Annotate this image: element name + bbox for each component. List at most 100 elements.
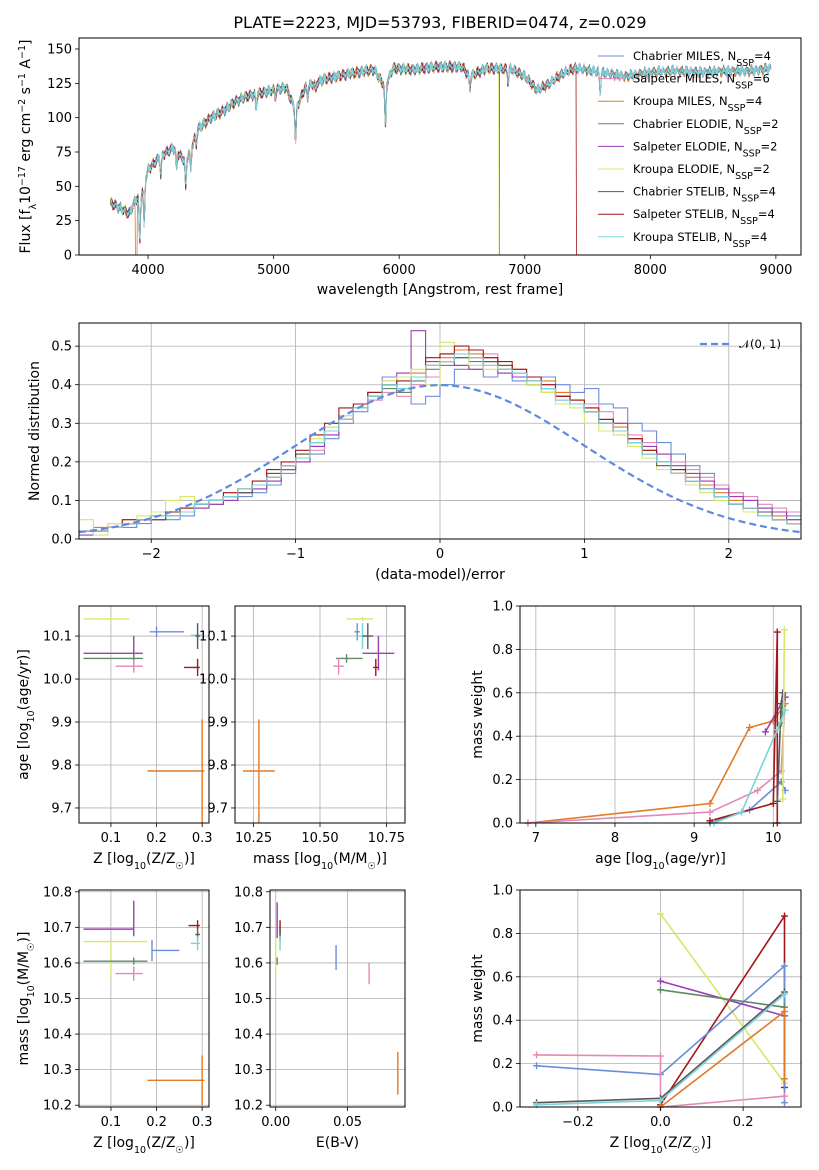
legend-entry: Kroupa ELODIE, NSSP=2 [633, 162, 770, 182]
spectrum-xtick-label: 4000 [132, 263, 165, 278]
mass-vs-ebv-ytick-label: 10.6 [234, 956, 263, 971]
mass-vs-z-xtick-label: 0.3 [192, 1115, 213, 1130]
residuals-xtick-label: −2 [142, 547, 161, 562]
spectrum-frame [78, 37, 802, 256]
legend-entry: Salpeter ELODIE, NSSP=2 [633, 139, 777, 159]
spectrum-xlabel: wavelength [Angstrom, rest frame] [317, 282, 563, 298]
normal-legend-label: 𝒩(0, 1) [739, 337, 781, 351]
massweight-vs-z-xtick-label: −0.2 [562, 1115, 594, 1130]
age-vs-z-panel: 0.1 0.2 0.3 9.7 9.8 9.9 10.0 10.1 Z [log10(Z/Z☉)… [16, 605, 213, 872]
mass-vs-z-ylabel: mass [log10(M/M☉)] [16, 932, 37, 1066]
mass-vs-z-xlabel: Z [log10(Z/Z☉)] [93, 1135, 195, 1156]
age-vs-mass-ytick-label: 9.7 [207, 801, 228, 816]
age-vs-z-ytick-label: 10.1 [43, 630, 72, 645]
age-vs-z-point-chabrier-miles [149, 626, 184, 637]
massweight-vs-z-ytick-label: 0.4 [492, 1014, 513, 1029]
massweight-vs-age-xtick-label: 8 [611, 831, 619, 846]
age-vs-z-xtick-label: 0.2 [146, 831, 167, 846]
legend-entry: Chabrier MILES, NSSP=4 [633, 49, 771, 69]
spectrum-legend: Chabrier MILES, NSSP=4 Salpeter MILES, NS… [598, 49, 779, 249]
massweight-vs-age-ytick-label: 0.8 [492, 643, 513, 658]
massweight-vs-z-series-kroupa-miles [657, 1008, 788, 1111]
age-vs-z-ylabel: age [log10(age/yr)] [16, 649, 37, 780]
mass-vs-ebv-xlabel: E(B-V) [316, 1135, 359, 1151]
mass-vs-ebv-xtick-label: 0.00 [261, 1115, 290, 1130]
massweight-vs-z-xtick-label: 0.0 [650, 1115, 671, 1130]
age-vs-z-point-salpeter-stelib [183, 658, 200, 677]
mass-vs-ebv-xtick-label: 0.05 [333, 1115, 362, 1130]
massweight-vs-age-xtick-label: 10 [765, 831, 782, 846]
residuals-ytick-label: 0.2 [51, 455, 72, 470]
spectrum-ytick-label: 75 [55, 145, 72, 160]
massweight-vs-age-xtick-label: 7 [532, 831, 540, 846]
residuals-ytick-label: 0.5 [51, 340, 72, 355]
age-vs-mass-xtick-label: 10.75 [368, 831, 405, 846]
massweight-vs-z-ylabel: mass weight [470, 954, 486, 1043]
age-vs-mass-point-chabrier-miles [354, 623, 360, 641]
massweight-vs-age-ytick-label: 0.4 [492, 730, 513, 745]
spectrum-series-kroupa-stelib [110, 60, 772, 240]
mass-vs-z-ytick-label: 10.4 [43, 1028, 72, 1043]
massweight-vs-age-xlabel: age [log10(age/yr)] [595, 851, 726, 872]
spectrum-ylabel: Flux [fλ10−17 erg cm−2 s−1 A−1] [17, 39, 39, 253]
age-vs-mass-ytick-label: 10.1 [199, 630, 228, 645]
age-vs-mass-point-kroupa-elodie [346, 616, 374, 622]
residuals-ytick-label: 0.0 [51, 533, 72, 548]
figure-title: PLATE=2223, MJD=53793, FIBERID=0474, z=0… [233, 13, 646, 32]
age-vs-mass-point-salpeter-stelib [373, 658, 379, 677]
age-vs-mass-panel: 10.25 10.50 10.75 9.7 9.8 9.9 10.0 10.1 mass [lo… [199, 605, 406, 872]
spectrum-ytick-label: 100 [47, 111, 72, 126]
age-vs-mass-ytick-label: 9.8 [207, 758, 228, 773]
massweight-vs-z-ytick-label: 1.0 [492, 884, 513, 899]
spectrum-xtick-label: 5000 [257, 263, 290, 278]
mass-vs-ebv-ytick-label: 10.2 [234, 1099, 263, 1114]
mass-vs-ebv-ytick-label: 10.7 [234, 921, 263, 936]
mass-vs-z-point-salpeter-miles [115, 966, 143, 981]
mass-vs-z-xtick-label: 0.2 [146, 1115, 167, 1130]
mass-vs-ebv-ytick-label: 10.8 [234, 885, 263, 900]
age-vs-mass-point-chabrier-stelib [362, 623, 374, 649]
massweight-vs-age-ytick-label: 0.0 [492, 817, 513, 832]
age-vs-mass-ytick-label: 10.0 [199, 673, 228, 688]
mass-vs-ebv-ytick-label: 10.5 [234, 992, 263, 1007]
age-vs-z-xtick-label: 0.1 [101, 831, 122, 846]
massweight-vs-age-panel: 7 8 9 10 0.0 0.2 0.4 0.6 0.8 1.0 age [log10(age/yr… [470, 600, 802, 872]
age-vs-z-xlabel: Z [log10(Z/Z☉)] [93, 851, 195, 872]
mass-vs-z-panel: 0.1 0.2 0.3 10.2 10.3 10.4 10.5 10.6 10.7 10.8 Z [… [16, 885, 213, 1155]
massweight-vs-z-xtick-label: 0.2 [733, 1115, 754, 1130]
mass-vs-z-ytick-label: 10.3 [43, 1063, 72, 1078]
legend-entry: Salpeter STELIB, NSSP=4 [633, 207, 775, 227]
mass-vs-z-ytick-label: 10.8 [43, 885, 72, 900]
mass-vs-z-point-kroupa-miles [147, 1055, 205, 1106]
spectrum-xtick-label: 7000 [508, 263, 541, 278]
mass-vs-z-point-chabrier-elodie [83, 957, 148, 965]
mass-vs-z-point-salpeter-elodie [83, 900, 135, 937]
mass-vs-z-ytick-label: 10.7 [43, 921, 72, 936]
normal-curve [78, 383, 802, 534]
age-vs-z-ytick-label: 9.7 [51, 801, 72, 816]
spectrum-series-kroupa-miles [110, 61, 771, 256]
residuals-xtick-label: 0 [436, 547, 444, 562]
massweight-vs-z-ytick-label: 0.0 [492, 1101, 513, 1116]
spectrum-xtick-label: 8000 [634, 263, 667, 278]
spectrum-xtick-label: 6000 [383, 263, 416, 278]
age-vs-mass-xtick-label: 10.50 [301, 831, 338, 846]
residuals-xtick-label: −1 [286, 547, 305, 562]
spectrum-panel: 4000 5000 6000 7000 8000 9000 0 25 50 75 100 125 150… [17, 37, 802, 298]
massweight-vs-age-xtick-label: 9 [690, 831, 698, 846]
age-vs-mass-ytick-label: 9.9 [207, 716, 228, 731]
massweight-vs-z-panel: −0.2 0.0 0.2 0.0 0.2 0.4 0.6 0.8 1.0 Z [log10(Z/Z… [470, 884, 802, 1156]
legend-entry: Salpeter MILES, NSSP=6 [633, 72, 770, 92]
spectrum-xtick-label: 9000 [759, 263, 792, 278]
massweight-vs-age-ylabel: mass weight [470, 670, 486, 759]
mass-vs-z-ytick-label: 10.2 [43, 1099, 72, 1114]
residuals-ytick-label: 0.4 [51, 378, 72, 393]
spectrum-ytick-label: 0 [64, 249, 72, 264]
massweight-vs-z-ytick-label: 0.6 [492, 970, 513, 985]
age-vs-z-ytick-label: 10.0 [43, 673, 72, 688]
legend-entry: Chabrier ELODIE, NSSP=2 [633, 117, 779, 137]
spectrum-ytick-label: 125 [47, 77, 72, 92]
age-vs-mass-point-kroupa-miles [242, 719, 275, 823]
legend-entry: Kroupa STELIB, NSSP=4 [633, 230, 767, 250]
mass-vs-z-point-chabrier-miles [151, 939, 180, 962]
